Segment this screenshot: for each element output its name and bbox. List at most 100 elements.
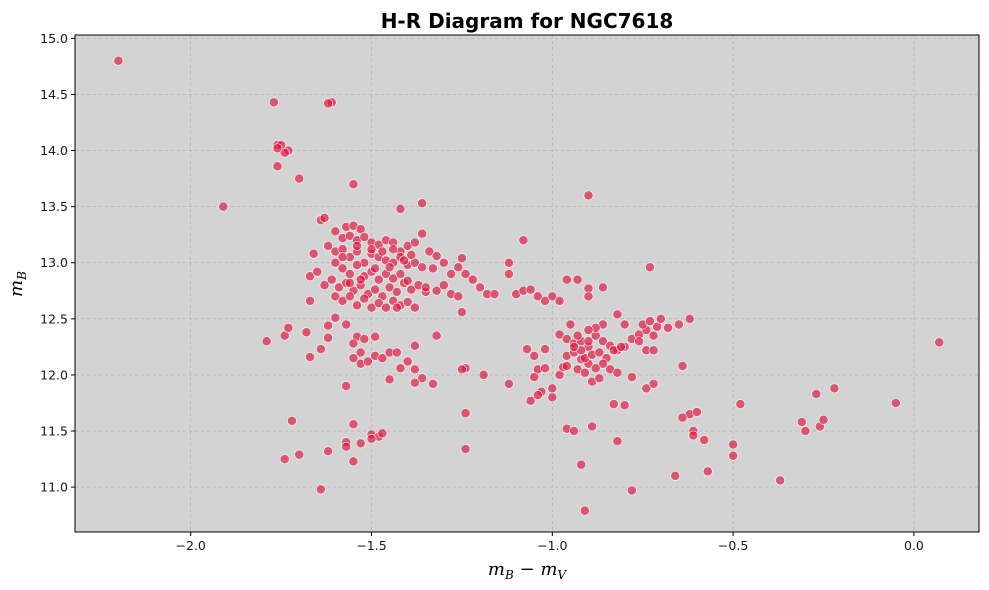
data-point <box>391 302 402 313</box>
data-point <box>583 325 594 336</box>
data-point <box>453 291 464 302</box>
x-tick-label: 0.0 <box>904 538 924 553</box>
data-point <box>431 285 442 296</box>
y-tick-label: 11.5 <box>40 424 68 439</box>
data-point <box>579 367 590 378</box>
data-point <box>456 307 467 318</box>
data-point <box>424 246 435 257</box>
data-point <box>272 161 283 172</box>
data-point <box>330 312 341 323</box>
data-point <box>373 274 384 285</box>
data-point <box>811 389 822 399</box>
data-point <box>525 284 536 295</box>
y-tick-label: 14.0 <box>40 143 68 158</box>
data-point <box>337 263 348 274</box>
data-point <box>359 293 370 304</box>
data-point <box>417 228 428 239</box>
data-point <box>547 383 558 394</box>
data-point <box>370 331 381 342</box>
data-point <box>406 284 417 295</box>
data-point <box>348 419 359 430</box>
data-point <box>330 291 341 302</box>
data-point <box>688 430 699 441</box>
data-point <box>554 295 565 306</box>
data-point <box>677 361 688 371</box>
data-point <box>323 332 334 343</box>
data-point <box>283 322 294 333</box>
data-point <box>540 295 551 306</box>
data-point <box>503 269 514 279</box>
data-point <box>692 407 702 417</box>
data-point <box>366 302 377 313</box>
data-point <box>381 302 391 313</box>
data-point <box>503 257 514 268</box>
data-point <box>326 274 337 285</box>
data-point <box>409 237 420 248</box>
data-point <box>355 347 366 358</box>
data-point <box>561 334 572 344</box>
data-point <box>417 373 428 384</box>
y-axis-ticks: 11.0 11.5 12.0 12.5 13.0 13.5 14.0 14.5 15.0 <box>40 31 75 495</box>
data-point <box>684 313 695 324</box>
data-point <box>348 456 359 467</box>
data-point <box>597 358 608 369</box>
data-point <box>377 246 388 257</box>
data-point <box>728 450 739 461</box>
data-point <box>438 257 449 268</box>
data-point <box>359 334 370 344</box>
data-point <box>532 390 543 401</box>
data-point <box>417 198 428 209</box>
x-tick-label: −2.0 <box>176 538 206 553</box>
data-point <box>626 372 637 383</box>
data-point <box>648 345 659 356</box>
y-tick-label: 13.5 <box>40 199 68 214</box>
data-point <box>218 201 229 212</box>
data-point <box>305 271 315 282</box>
data-point <box>384 262 395 273</box>
data-point <box>287 415 297 426</box>
data-point <box>644 262 655 273</box>
data-point <box>673 319 684 330</box>
data-point <box>597 336 608 347</box>
data-point <box>572 274 583 285</box>
data-point <box>663 322 673 333</box>
data-point <box>775 475 786 486</box>
data-point <box>294 449 305 460</box>
data-points <box>113 55 945 516</box>
data-point <box>431 251 442 261</box>
data-point <box>594 373 605 384</box>
data-point <box>641 383 652 394</box>
data-point <box>529 350 540 361</box>
data-point <box>352 240 362 251</box>
data-point <box>348 338 359 349</box>
data-point <box>391 347 402 358</box>
data-point <box>341 381 352 392</box>
data-point <box>456 364 467 375</box>
data-point <box>579 505 590 516</box>
data-point <box>612 309 623 320</box>
data-point <box>655 313 666 324</box>
data-point <box>796 417 807 428</box>
data-point <box>409 364 420 375</box>
x-axis-ticks: −2.0 −1.5 −1.0 −0.5 0.0 <box>176 532 924 553</box>
data-point <box>702 466 713 477</box>
data-point <box>272 143 283 154</box>
data-point <box>315 344 326 355</box>
data-point <box>330 257 341 268</box>
data-point <box>384 282 395 293</box>
data-point <box>648 378 659 389</box>
data-point <box>417 262 428 273</box>
data-point <box>337 252 348 263</box>
data-point <box>344 269 355 279</box>
data-point <box>261 336 272 347</box>
data-point <box>355 274 366 285</box>
data-point <box>634 336 645 347</box>
data-point <box>619 319 630 330</box>
data-point <box>341 441 352 452</box>
data-point <box>323 446 334 457</box>
data-point <box>612 436 623 447</box>
y-tick-label: 13.0 <box>40 255 68 270</box>
data-point <box>587 421 598 432</box>
x-axis-label: mB − mV <box>488 559 568 582</box>
